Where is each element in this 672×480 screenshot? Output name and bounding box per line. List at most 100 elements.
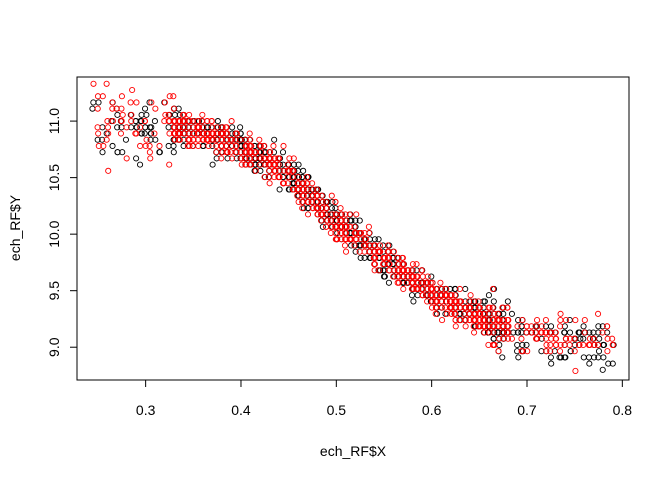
data-point-red [594, 341, 602, 349]
data-point-black [94, 136, 101, 143]
data-point-red [427, 285, 435, 293]
data-point-black [237, 124, 244, 131]
data-point-red [429, 298, 436, 305]
data-point-red [366, 229, 373, 237]
data-point-black [490, 298, 497, 305]
data-point-black [352, 217, 359, 224]
data-point-red [161, 99, 168, 106]
data-point-black [99, 149, 106, 156]
data-point-red [318, 217, 325, 224]
data-point-red [566, 341, 573, 349]
data-point-red [238, 155, 245, 162]
data-point-red [328, 211, 335, 218]
data-point-red [475, 304, 482, 311]
x-tick-label: 0.3 [136, 402, 156, 418]
data-point-black [143, 111, 150, 118]
data-point-red [229, 155, 236, 162]
data-point-red [181, 130, 188, 137]
data-point-red [284, 174, 292, 181]
data-point-black [165, 124, 172, 131]
data-point-red [323, 198, 330, 205]
data-point-red [146, 142, 153, 150]
data-point-red [428, 304, 436, 311]
data-point-red [557, 317, 564, 324]
data-point-red [300, 192, 307, 199]
data-point-red [439, 317, 446, 324]
data-point-red [328, 192, 335, 199]
data-point-red [337, 205, 344, 212]
data-point-black [548, 323, 555, 330]
data-point-red [185, 130, 193, 137]
data-point-red [171, 130, 178, 137]
data-point-black [229, 124, 236, 131]
data-point-red [534, 335, 541, 342]
data-point-red [314, 211, 321, 218]
data-point-red [251, 155, 258, 162]
data-point-red [284, 161, 291, 168]
data-point-red [228, 136, 235, 143]
x-axis: 0.3 0.4 0.5 0.6 0.7 0.8 [136, 379, 632, 418]
data-point-red [332, 217, 339, 224]
data-point-red [528, 323, 535, 330]
data-point-red [294, 192, 301, 199]
data-point-black [151, 118, 158, 125]
data-point-black [556, 354, 563, 361]
data-point-red [451, 292, 459, 299]
data-point-black [291, 174, 298, 181]
data-point-red [219, 124, 226, 131]
data-point-black [170, 149, 177, 156]
data-point-red [295, 186, 302, 193]
data-point-black [595, 323, 602, 330]
data-point-red [342, 211, 349, 218]
data-point-red [180, 124, 187, 131]
data-point-red [332, 198, 339, 205]
data-point-red [190, 124, 197, 131]
data-point-red [424, 285, 431, 293]
data-point-red [95, 130, 102, 137]
data-point-black [133, 155, 140, 162]
data-point-red [322, 211, 329, 218]
data-point-red [304, 186, 311, 193]
data-point-red [123, 155, 130, 162]
data-point-red [171, 124, 178, 131]
data-point-red [170, 105, 177, 112]
data-point-red [315, 205, 322, 212]
data-point-red [604, 335, 611, 342]
data-point-red [433, 304, 440, 311]
data-point-black [137, 118, 144, 125]
data-point-red [342, 229, 349, 237]
data-point-red [271, 161, 278, 168]
data-point-red [504, 304, 511, 311]
data-point-red [200, 124, 207, 131]
data-point-red [194, 136, 202, 143]
data-point-black [361, 254, 368, 261]
data-point-black [357, 242, 364, 249]
data-point-red [557, 310, 564, 317]
data-point-red [223, 124, 230, 131]
data-point-red [141, 118, 148, 125]
data-point-black [515, 317, 522, 324]
x-tick-label: 0.4 [231, 402, 251, 418]
data-point-red [147, 155, 154, 162]
data-point-red [523, 323, 530, 330]
data-point-red [219, 130, 226, 137]
data-point-red [532, 329, 539, 336]
data-point-red [294, 174, 301, 181]
data-point-red [318, 192, 325, 199]
data-point-red [410, 273, 417, 280]
data-point-black [334, 229, 341, 237]
x-axis-title: ech_RF$X [320, 443, 387, 459]
x-tick-label: 0.6 [422, 402, 442, 418]
data-point-black [599, 323, 606, 330]
data-point-black [566, 329, 574, 336]
data-point-red [261, 142, 268, 150]
data-point-black [95, 99, 102, 106]
data-point-red [470, 298, 477, 305]
data-point-red [257, 149, 264, 156]
data-point-black [165, 142, 172, 150]
data-point-red [137, 124, 144, 131]
data-point-red [166, 161, 173, 168]
data-point-red [404, 273, 411, 280]
data-point-black [142, 105, 149, 112]
